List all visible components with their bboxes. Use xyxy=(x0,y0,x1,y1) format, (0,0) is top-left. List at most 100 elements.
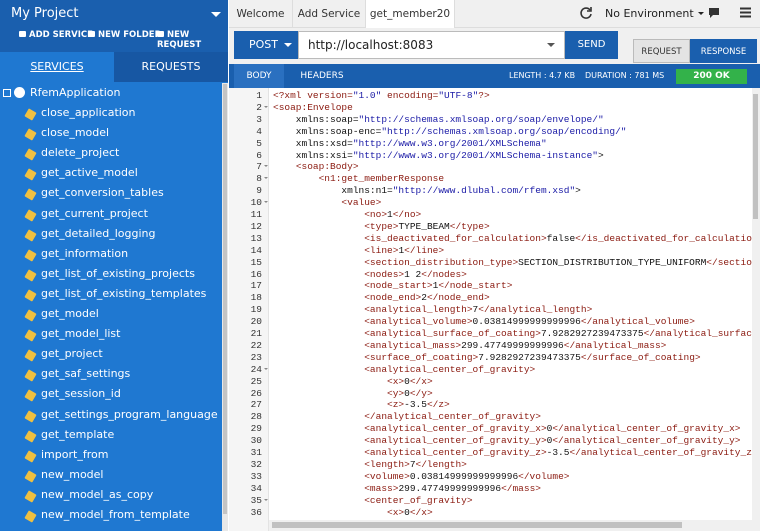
operation-icon xyxy=(24,108,37,121)
line-number: 16 xyxy=(250,268,262,280)
code-line: <node_start>1</node_start> xyxy=(364,280,513,292)
operation-item[interactable]: get_saf_settings xyxy=(41,367,131,381)
line-number: 30 xyxy=(250,435,262,447)
response-view-tab[interactable]: RESPONSE xyxy=(690,39,757,63)
operation-item[interactable]: get_session_id xyxy=(41,387,121,401)
new-folder[interactable]: NEW FOLDER xyxy=(88,30,161,40)
new-request[interactable]: NEW REQUEST xyxy=(157,30,228,50)
operation-item[interactable]: close_application xyxy=(41,106,136,119)
operation-icon xyxy=(24,148,37,161)
operation-item[interactable]: get_settings_program_language xyxy=(41,407,218,421)
code-line: <analytical_center_of_gravity_z>-3.5</an… xyxy=(364,447,752,458)
operation-icon xyxy=(24,309,37,322)
operation-item[interactable]: import_from xyxy=(41,447,109,461)
line-number: 34 xyxy=(250,482,262,494)
operation-item[interactable]: get_active_model xyxy=(41,166,138,180)
operation-icon xyxy=(24,389,37,403)
scrollbar[interactable] xyxy=(752,88,760,531)
code-line: <type>TYPE_BEAM</type> xyxy=(364,220,490,232)
environment-select[interactable]: No Environment xyxy=(605,7,704,20)
code-line: xmlns:soap-enc="http://schemas.xmlsoap.o… xyxy=(273,125,627,137)
operation-item[interactable]: get_information xyxy=(41,246,129,260)
code-line: <analytical_volume>0.03814999999999996</… xyxy=(364,316,695,328)
chat-icon[interactable] xyxy=(708,7,720,19)
line-number: 6 xyxy=(256,149,262,161)
response-length: LENGTH : 4.7 KB xyxy=(509,71,576,80)
line-number: 9 xyxy=(256,185,262,197)
body-tab[interactable]: BODY xyxy=(234,64,284,88)
project-title[interactable]: My Project xyxy=(11,6,220,21)
code-line: <analytical_center_of_gravity_x>0</analy… xyxy=(364,423,741,435)
scroll-thumb[interactable] xyxy=(753,94,758,219)
code-line: <center_of_gravity> xyxy=(364,494,473,506)
code-line: <analytical_center_of_gravity_y>0</analy… xyxy=(364,435,741,447)
operation-item[interactable]: get_current_project xyxy=(41,206,148,220)
operation-icon xyxy=(24,369,37,382)
line-number: 20 xyxy=(250,316,262,328)
tab-active[interactable]: get_member20 xyxy=(366,0,455,28)
line-number: 21 xyxy=(250,328,262,339)
operation-item[interactable]: get_project xyxy=(41,347,103,361)
operation-item[interactable]: new_model xyxy=(41,467,104,481)
code-line: <analytical_surface_of_coating>7.9282927… xyxy=(364,328,752,339)
tree-root[interactable]: RfemApplication xyxy=(30,86,121,99)
status-badge: 200 OK xyxy=(676,69,747,84)
operation-item[interactable]: get_conversion_tables xyxy=(41,186,164,200)
scroll-thumb[interactable] xyxy=(272,522,682,528)
operation-item[interactable]: new_model_from_template xyxy=(41,508,190,521)
code-line: <analytical_center_of_gravity> xyxy=(364,363,536,375)
operation-icon xyxy=(24,289,37,302)
line-number: 23 xyxy=(250,351,262,363)
line-number: 13 xyxy=(250,232,262,244)
operation-item[interactable]: new_model_as_copy xyxy=(41,487,154,501)
operation-item[interactable]: delete_project xyxy=(41,146,120,160)
operation-icon xyxy=(24,208,37,222)
url-input[interactable]: http://localhost:8083 xyxy=(298,31,565,59)
response-bar xyxy=(229,64,760,88)
operation-icon xyxy=(24,429,37,443)
code-line: <mass>299.47749999999996</mass> xyxy=(364,482,541,494)
requests-tab[interactable]: REQUESTS xyxy=(114,52,228,82)
code-line: <soap:Body> xyxy=(295,161,359,173)
code-line: <length>7</length> xyxy=(364,458,467,470)
operation-item[interactable]: get_list_of_existing_templates xyxy=(41,286,207,300)
collapse-icon[interactable] xyxy=(3,89,11,97)
code-editor[interactable]: 1 <?xml version="1.0" encoding="UTF-8"?> 2… xyxy=(229,88,752,520)
operation-icon xyxy=(24,409,37,423)
line-number: 12 xyxy=(250,220,262,232)
code-line: <x>0</x> xyxy=(387,375,433,387)
operation-item[interactable]: get_template xyxy=(41,427,115,441)
refresh-icon[interactable] xyxy=(579,6,593,20)
operation-icon xyxy=(24,329,37,342)
method-select[interactable]: POST xyxy=(234,31,298,59)
operation-item[interactable]: close_model xyxy=(41,126,110,140)
services-tab[interactable]: SERVICES xyxy=(0,52,114,82)
sidebar: My Project ADD SERVICE NEW FOLDER NEW RE… xyxy=(0,0,228,531)
operation-item[interactable]: get_list_of_existing_projects xyxy=(41,266,195,280)
line-number: 14 xyxy=(250,244,262,256)
scroll-thumb[interactable] xyxy=(223,84,227,514)
menu-icon[interactable] xyxy=(740,7,751,18)
code-line: <surface_of_coating>7.9282927239473375</… xyxy=(364,351,701,363)
operation-item[interactable]: get_model xyxy=(41,307,99,320)
line-number: 31 xyxy=(250,447,262,458)
line-number: 18 xyxy=(250,292,262,304)
code-line: xmlns:n1="http://www.dlubal.com/rfem.xsd… xyxy=(273,185,581,197)
tab[interactable]: Add Service xyxy=(293,0,366,28)
code-line: <node_end>2</node_end> xyxy=(364,292,490,304)
operation-item[interactable]: get_model_list xyxy=(41,327,121,341)
operation-icon xyxy=(24,269,37,282)
code-line: <section_distribution_type>SECTION_DISTR… xyxy=(364,256,752,268)
line-number: 25 xyxy=(250,375,262,387)
send-button[interactable]: SEND xyxy=(565,31,618,59)
headers-tab[interactable]: HEADERS xyxy=(300,71,344,81)
code-line: </analytical_center_of_gravity> xyxy=(364,411,541,423)
tab[interactable]: Welcome xyxy=(229,0,293,28)
line-number: 15 xyxy=(250,256,262,268)
add-service[interactable]: ADD SERVICE xyxy=(19,30,93,40)
operation-item[interactable]: get_detailed_logging xyxy=(41,226,156,240)
operation-icon xyxy=(24,188,37,202)
line-number: 11 xyxy=(250,209,262,220)
line-number: 19 xyxy=(250,304,262,316)
request-view-tab[interactable]: REQUEST xyxy=(633,39,690,63)
